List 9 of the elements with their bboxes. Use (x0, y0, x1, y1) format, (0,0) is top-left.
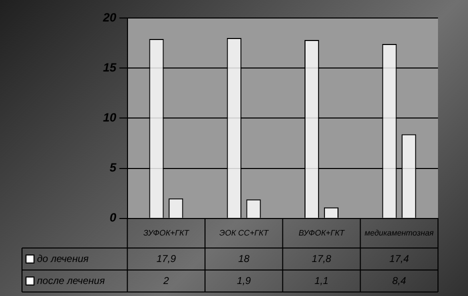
y-tick-label: 15 (102, 60, 117, 74)
y-tick-label: 10 (102, 110, 117, 125)
x-tick-label: ЗУФОК+ГКТ (143, 228, 190, 238)
y-tick-label: 20 (102, 10, 117, 24)
x-tick-label: ЭОК СС+ГКТ (219, 228, 270, 238)
y-tick-label: 5 (110, 160, 117, 175)
y-tick-label: 0 (110, 210, 117, 225)
x-tick-label: ВУФОК+ГКТ (298, 228, 346, 238)
x-tick-label: медикаментозная (364, 228, 434, 238)
